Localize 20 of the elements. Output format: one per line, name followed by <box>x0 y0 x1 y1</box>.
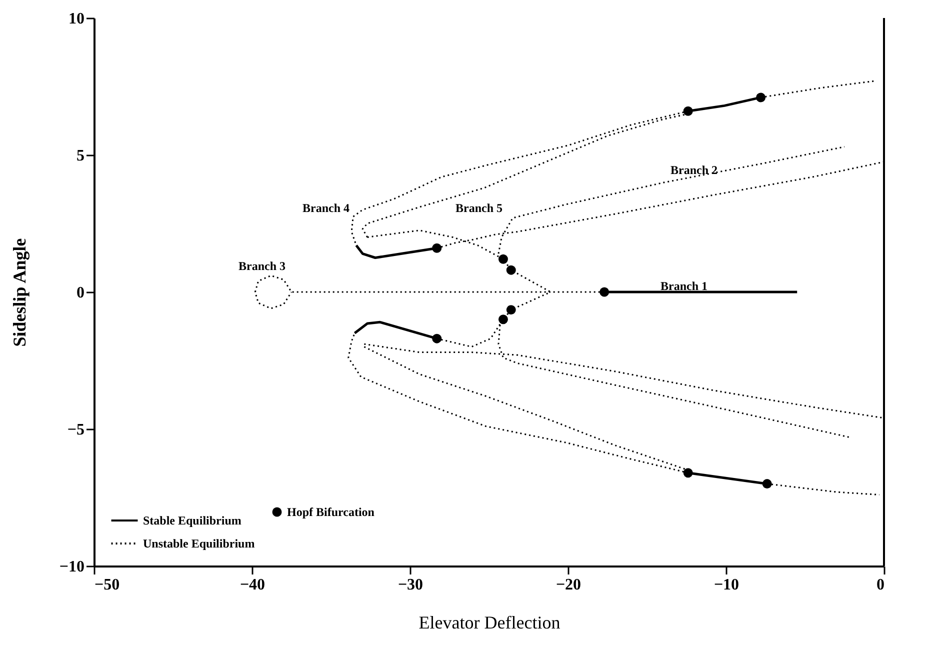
y-axis-title: Sideslip Angle <box>9 238 30 347</box>
y-tick-label: −10 <box>59 558 84 576</box>
y-tick-label: 10 <box>68 10 84 28</box>
x-tick-label: −30 <box>398 576 424 594</box>
annotation: Branch 1 <box>660 279 708 293</box>
legend-label: Stable Equilibrium <box>143 514 242 528</box>
x-tick-label: −50 <box>94 576 120 594</box>
annotation: Branch 3 <box>238 259 286 273</box>
y-tick-label: −5 <box>67 422 84 438</box>
legend-label: Hopf Bifurcation <box>287 505 375 519</box>
x-tick-label: −10 <box>714 576 740 594</box>
x-tick-label: −20 <box>556 576 582 594</box>
annotation: Branch 4 <box>302 201 350 215</box>
x-axis-title: Elevator Deflection <box>418 612 560 632</box>
y-tick-label: 0 <box>76 284 84 302</box>
x-tick-label: −40 <box>240 576 266 594</box>
x-tick-label: 0 <box>876 576 884 594</box>
legend-label: Unstable Equilibrium <box>143 536 255 550</box>
y-tick-label: 5 <box>76 148 84 164</box>
annotation: Branch 5 <box>455 201 503 215</box>
